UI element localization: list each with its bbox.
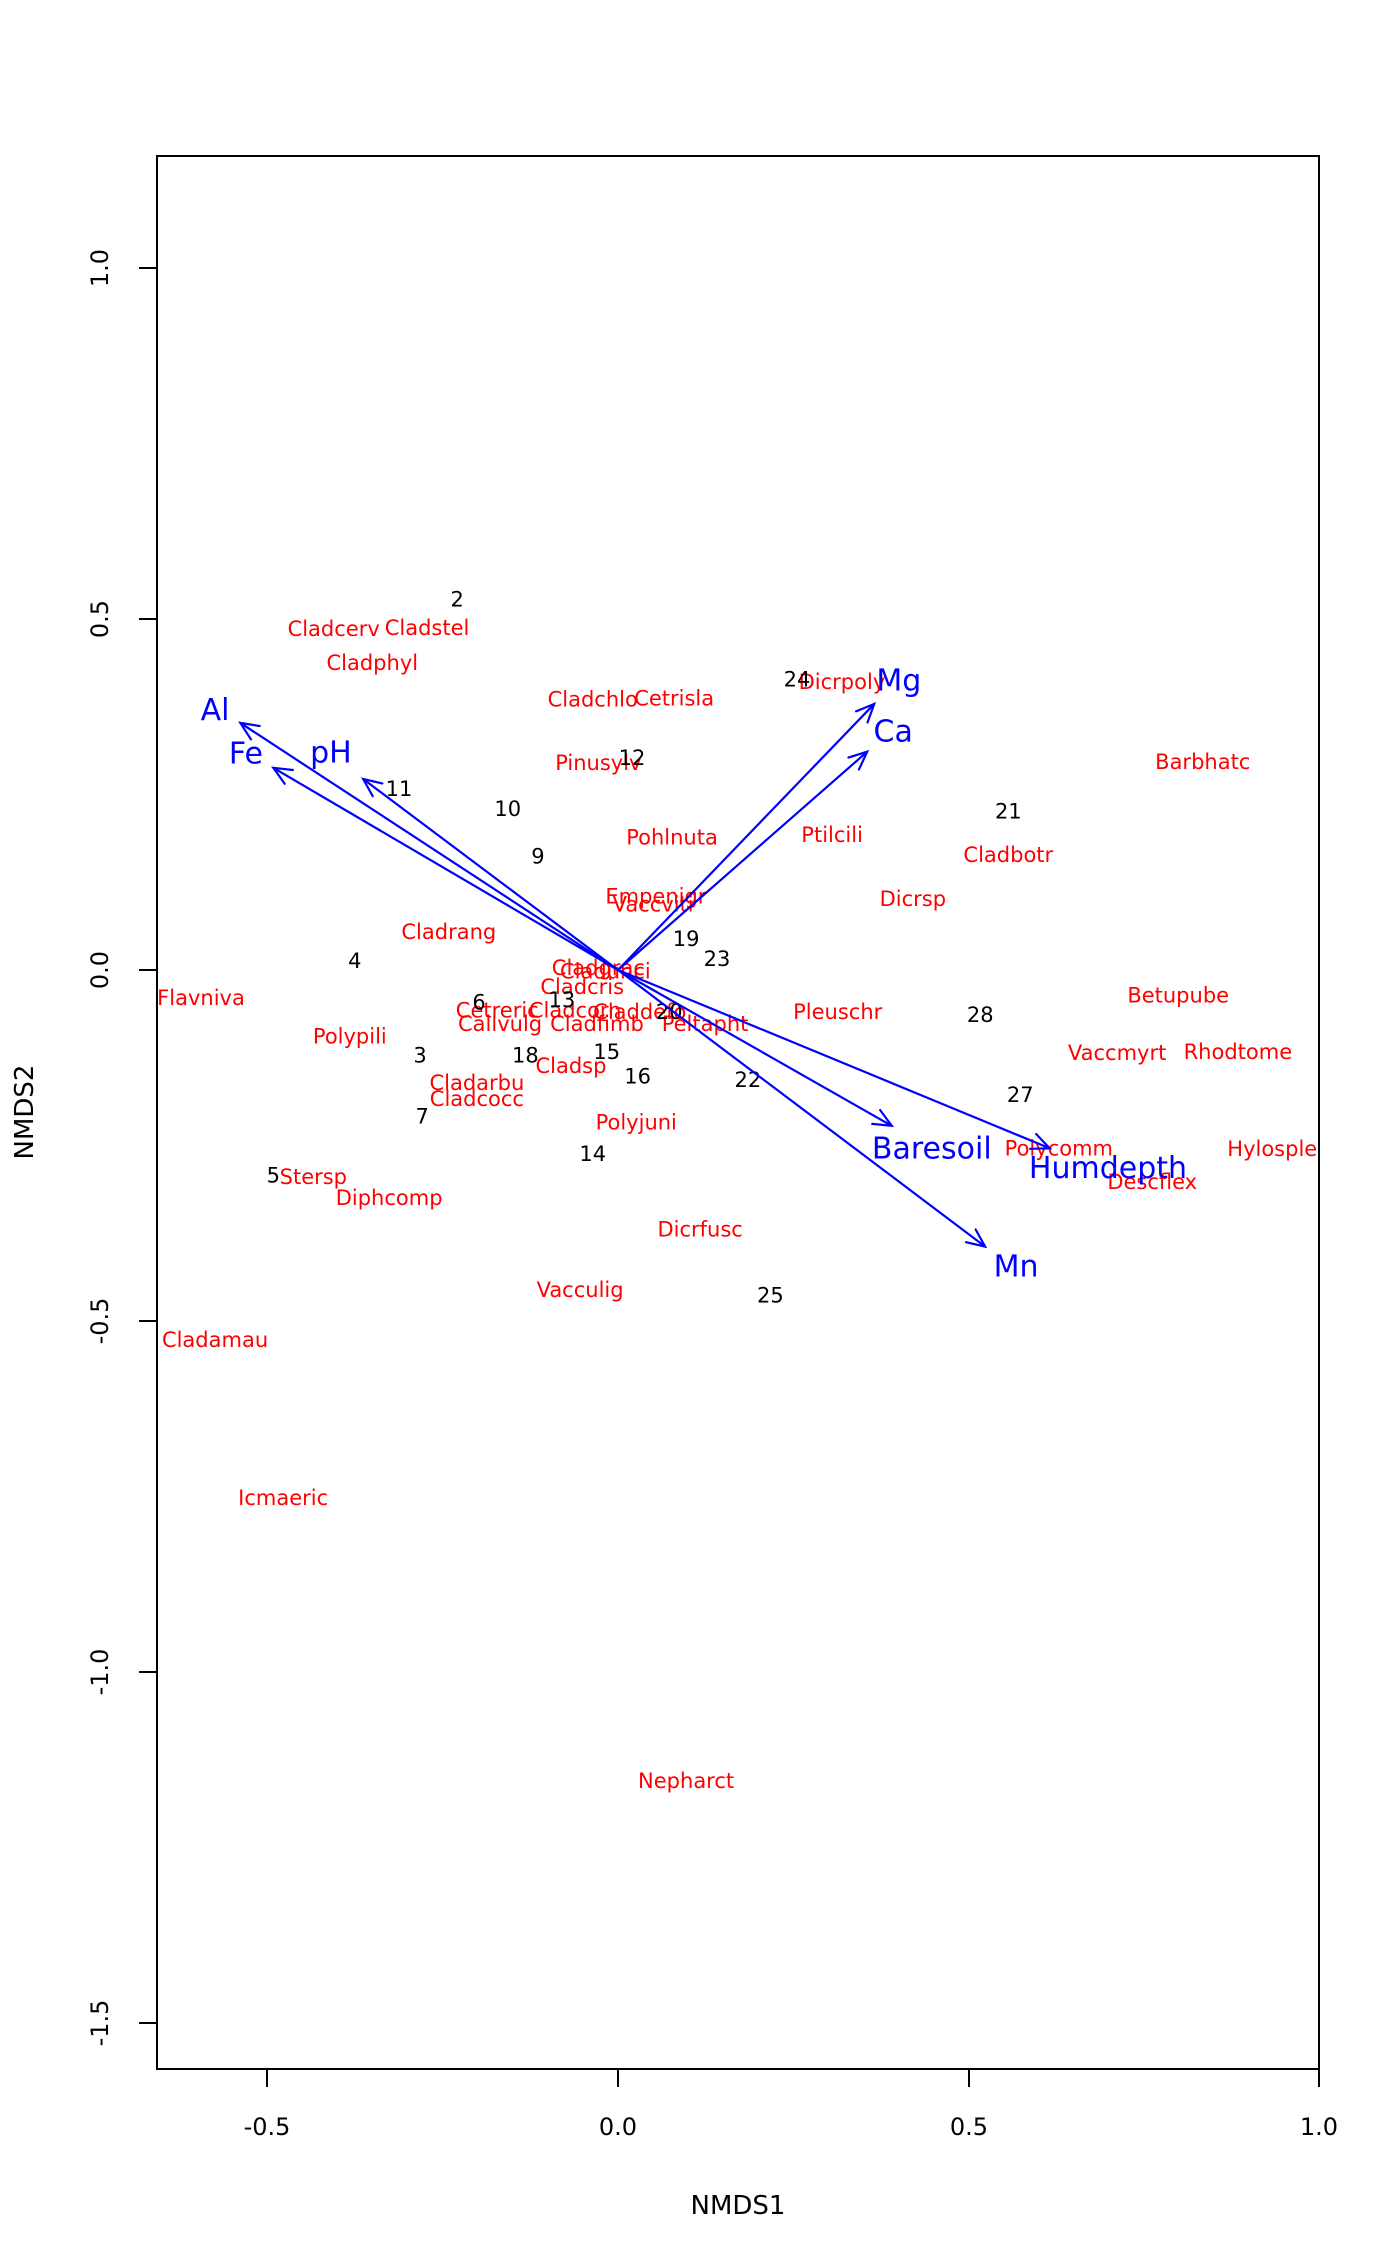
y-tick-label: 0.0 <box>86 951 114 989</box>
y-tick-label: -1.0 <box>86 1649 114 1696</box>
species-label: Polycomm <box>1005 1136 1113 1160</box>
env-vector-arrow-mn <box>617 969 985 1247</box>
species-label: Hylosple <box>1227 1137 1317 1161</box>
site-label: 23 <box>704 947 731 971</box>
species-label: Barbhatc <box>1155 750 1250 774</box>
species-label: Cladrang <box>401 920 496 944</box>
site-label: 27 <box>1007 1083 1034 1107</box>
species-label: Vacculig <box>537 1278 624 1302</box>
species-label: Pohlnuta <box>626 825 718 849</box>
species-label: Nepharct <box>638 1769 734 1793</box>
species-label: Vaccmyrt <box>1068 1041 1166 1065</box>
species-label: Peltapht <box>662 1012 749 1036</box>
site-label: 19 <box>673 927 700 951</box>
species-label: Descflex <box>1107 1170 1197 1194</box>
site-label: 21 <box>995 799 1022 823</box>
x-tick-label: 1.0 <box>1300 2113 1338 2141</box>
species-label: Cladamau <box>162 1328 268 1352</box>
y-tick-label: -1.5 <box>86 2000 114 2047</box>
species-label: Polyjuni <box>596 1110 677 1134</box>
env-vector-label-fe: Fe <box>229 736 263 771</box>
site-label: 5 <box>267 1164 280 1188</box>
species-label: Pinusylv <box>555 751 641 775</box>
species-label: Betupube <box>1127 983 1229 1007</box>
site-label: 10 <box>494 797 521 821</box>
site-label: 7 <box>415 1105 428 1129</box>
x-tick-label: 0.0 <box>599 2113 637 2141</box>
env-vector-arrow-ph <box>363 779 619 971</box>
env-vector-label-al: Al <box>201 693 230 728</box>
site-label: 25 <box>757 1284 784 1308</box>
env-vector-arrow-mg <box>617 704 874 971</box>
y-tick-label: -0.5 <box>86 1298 114 1345</box>
site-label: 22 <box>735 1068 762 1092</box>
site-label: 14 <box>579 1142 606 1166</box>
plot-frame-layer: -0.5 0.0 0.5 1.0 1.0 0.5 0.0 -0.5 -1.0 -1.5 <box>86 155 1338 2141</box>
species-label: Dicrpoly <box>799 670 886 694</box>
site-label: 4 <box>348 949 361 973</box>
site-label: 18 <box>512 1044 539 1068</box>
env-vector-label-mg: Mg <box>876 663 921 698</box>
species-label: Polypili <box>313 1025 387 1049</box>
site-label: 28 <box>967 1003 994 1027</box>
y-tick-label: 1.0 <box>86 249 114 287</box>
plot-box <box>156 155 1320 2070</box>
species-label: Flavniva <box>157 986 245 1010</box>
species-label: Rhodtome <box>1184 1040 1293 1064</box>
species-label: Dicrfusc <box>657 1218 742 1242</box>
env-vector-label-humdepth: Humdepth <box>1029 1151 1187 1186</box>
species-label: Cladstel <box>385 616 470 640</box>
env-vector-label-ca: Ca <box>874 715 913 750</box>
species-labels-layer: Cladcerv Cladstel Cladphyl CladchloCetrisla… <box>157 616 1317 1793</box>
species-label: Cladcris <box>540 975 624 999</box>
site-label: 3 <box>413 1044 426 1068</box>
env-vector-arrow-al <box>240 723 619 971</box>
species-label: Icmaeric <box>238 1486 328 1510</box>
species-label: Cladcocc <box>430 1087 524 1111</box>
species-label: Cladbotr <box>963 843 1053 867</box>
y-axis-title: NMDS2 <box>10 1065 40 1160</box>
species-label: Cladcerv <box>288 617 380 641</box>
env-vector-arrow-ca <box>617 752 867 971</box>
species-label: Cladchlo <box>548 688 638 712</box>
site-label: 12 <box>619 746 646 770</box>
env-vector-labels-layer: Al Fe pH Mg Ca Baresoil Humdepth Mn <box>201 663 1187 1284</box>
env-vector-arrow-humdepth <box>617 968 1050 1148</box>
species-label: Cladfimb <box>550 1012 644 1036</box>
y-tick-label: 0.5 <box>86 600 114 638</box>
species-label: Stersp <box>280 1165 347 1189</box>
species-label: Ptilcili <box>801 823 863 847</box>
site-label: 15 <box>593 1040 620 1064</box>
species-label: Cetreric <box>456 999 539 1023</box>
site-label: 2 <box>451 587 464 611</box>
species-label: Claddefo <box>593 1000 686 1024</box>
env-vector-label-mn: Mn <box>994 1249 1039 1284</box>
x-tick-label: 0.5 <box>950 2113 988 2141</box>
site-label: 24 <box>784 667 811 691</box>
env-vector-label-baresoil: Baresoil <box>872 1132 992 1167</box>
env-vector-arrow-baresoil <box>617 969 892 1126</box>
species-label: Cladphyl <box>326 651 418 675</box>
site-label: 16 <box>624 1065 651 1089</box>
site-label: 6 <box>472 990 485 1014</box>
site-label: 9 <box>531 844 544 868</box>
env-vectors-layer <box>240 704 1049 1247</box>
species-label: Cladcorn <box>529 999 622 1023</box>
species-label: Cladarbu <box>429 1071 524 1095</box>
env-vector-arrow-fe <box>273 768 619 971</box>
site-label: 13 <box>548 988 575 1012</box>
env-vector-label-ph: pH <box>310 736 352 771</box>
x-axis-title: NMDS1 <box>691 2191 786 2221</box>
species-label: Cetrisla <box>634 686 714 710</box>
species-label: Pleuschr <box>793 1000 883 1024</box>
species-label: Diphcomp <box>336 1186 443 1210</box>
species-label: Cladsp <box>535 1054 606 1078</box>
x-tick-label: -0.5 <box>244 2113 291 2141</box>
site-label: 11 <box>386 777 413 801</box>
species-label: Callvulg <box>458 1012 542 1036</box>
species-label: Dicrsp <box>880 887 946 911</box>
